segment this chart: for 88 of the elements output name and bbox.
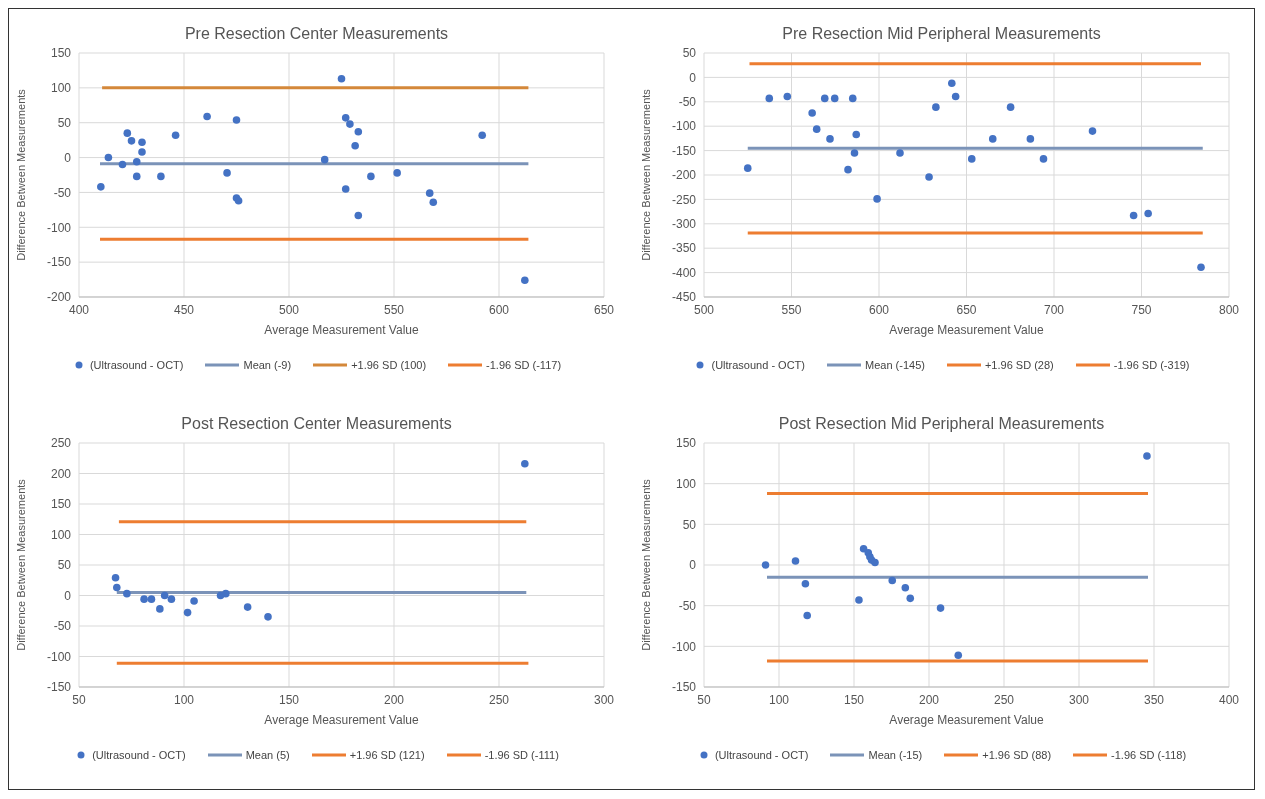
chart-title: Post Resection Center Measurements <box>180 415 453 433</box>
x-tick-label: 350 <box>1143 692 1165 707</box>
legend-label: +1.96 SD (88) <box>982 749 1052 761</box>
legend-label: -1.96 SD (-118) <box>1111 749 1187 761</box>
legend-label: Mean (5) <box>245 749 290 761</box>
y-tick-label: -50 <box>53 185 72 200</box>
y-axis-title: Difference Between Measurements <box>639 88 652 261</box>
legend-label: -1.96 SD (-117) <box>486 359 562 371</box>
legend-label: -1.96 SD (-319) <box>1113 359 1190 371</box>
x-tick-label: 550 <box>383 302 405 317</box>
y-tick-label: 0 <box>689 558 697 573</box>
y-tick-label: -200 <box>671 168 697 183</box>
y-tick-label: 0 <box>689 70 697 85</box>
y-tick-label: -50 <box>678 598 697 613</box>
legend-label: Mean (-145) <box>865 359 925 371</box>
x-tick-label: 400 <box>1218 692 1240 707</box>
y-axis-title: Difference Between Measurements <box>14 478 27 651</box>
y-tick-label: 250 <box>50 436 72 451</box>
y-axis-title: Difference Between Measurements <box>639 478 652 651</box>
y-tick-label: 150 <box>50 497 72 512</box>
y-tick-label: -150 <box>671 680 697 695</box>
chart-title: Pre Resection Mid Peripheral Measurements <box>781 25 1102 43</box>
y-tick-label: 50 <box>682 46 697 61</box>
x-tick-label: 650 <box>956 302 977 317</box>
x-tick-label: 600 <box>868 302 890 317</box>
legend-label: Mean (-15) <box>868 749 923 761</box>
y-tick-label: -50 <box>53 619 72 634</box>
y-tick-label: -450 <box>671 290 697 305</box>
y-axis-title: Difference Between Measurements <box>14 88 27 261</box>
y-tick-label: -250 <box>671 192 697 207</box>
legend-label: Mean (-9) <box>243 359 292 371</box>
y-tick-label: -50 <box>678 95 697 110</box>
legend-label: (Ultrasound - OCT) <box>711 359 805 371</box>
x-tick-label: 300 <box>1068 692 1090 707</box>
x-axis-title: Average Measurement Value <box>889 322 1044 337</box>
x-tick-label: 150 <box>278 692 300 707</box>
y-tick-label: 150 <box>675 436 697 451</box>
y-tick-label: 100 <box>675 476 697 491</box>
y-tick-label: -100 <box>46 649 72 664</box>
y-tick-label: 100 <box>50 81 72 96</box>
y-tick-label: -200 <box>46 290 72 305</box>
legend-label: +1.96 SD (100) <box>351 359 427 371</box>
y-tick-label: -300 <box>671 217 697 232</box>
y-tick-label: -100 <box>671 119 697 134</box>
chart-title: Post Resection Mid Peripheral Measurements <box>777 415 1106 433</box>
x-tick-label: 450 <box>173 302 195 317</box>
legend-label: (Ultrasound - OCT) <box>89 359 184 371</box>
x-axis-title: Average Measurement Value <box>264 712 419 727</box>
y-tick-label: 100 <box>50 527 72 542</box>
y-tick-label: 0 <box>64 588 72 603</box>
x-tick-label: 250 <box>488 692 510 707</box>
x-tick-label: 500 <box>693 302 715 317</box>
x-tick-label: 250 <box>993 692 1015 707</box>
x-tick-label: 200 <box>918 692 940 707</box>
y-tick-label: 200 <box>50 466 72 481</box>
x-tick-label: 150 <box>843 692 865 707</box>
y-tick-label: -400 <box>671 265 697 280</box>
y-tick-label: -100 <box>46 220 72 235</box>
y-tick-label: -150 <box>46 680 72 695</box>
y-tick-label: 150 <box>50 46 72 61</box>
y-tick-label: 50 <box>57 115 72 130</box>
y-tick-label: -100 <box>671 639 697 654</box>
x-tick-label: 100 <box>173 692 195 707</box>
legend-label: (Ultrasound - OCT) <box>714 749 809 761</box>
x-tick-label: 200 <box>383 692 405 707</box>
x-tick-label: 700 <box>1043 302 1065 317</box>
x-tick-label: 100 <box>768 692 790 707</box>
y-tick-label: -150 <box>46 255 72 270</box>
x-tick-label: 400 <box>68 302 90 317</box>
y-tick-label: 50 <box>682 517 697 532</box>
y-tick-label: 0 <box>64 150 72 165</box>
x-tick-label: 300 <box>593 692 615 707</box>
x-tick-label: 500 <box>278 302 300 317</box>
y-tick-label: 50 <box>57 558 72 573</box>
x-tick-label: 650 <box>593 302 615 317</box>
x-tick-label: 800 <box>1218 302 1240 317</box>
x-tick-label: 550 <box>781 302 802 317</box>
legend-label: -1.96 SD (-111) <box>484 749 559 761</box>
legend-label: +1.96 SD (28) <box>984 359 1054 371</box>
y-tick-label: -350 <box>671 241 697 256</box>
x-axis-title: Average Measurement Value <box>264 322 419 337</box>
x-tick-label: 600 <box>488 302 510 317</box>
x-axis-title: Average Measurement Value <box>889 712 1044 727</box>
y-tick-label: -150 <box>671 143 697 158</box>
legend-label: (Ultrasound - OCT) <box>92 749 186 761</box>
x-tick-label: 750 <box>1131 302 1152 317</box>
legend-label: +1.96 SD (121) <box>349 749 425 761</box>
chart-title: Pre Resection Center Measurements <box>183 25 450 43</box>
